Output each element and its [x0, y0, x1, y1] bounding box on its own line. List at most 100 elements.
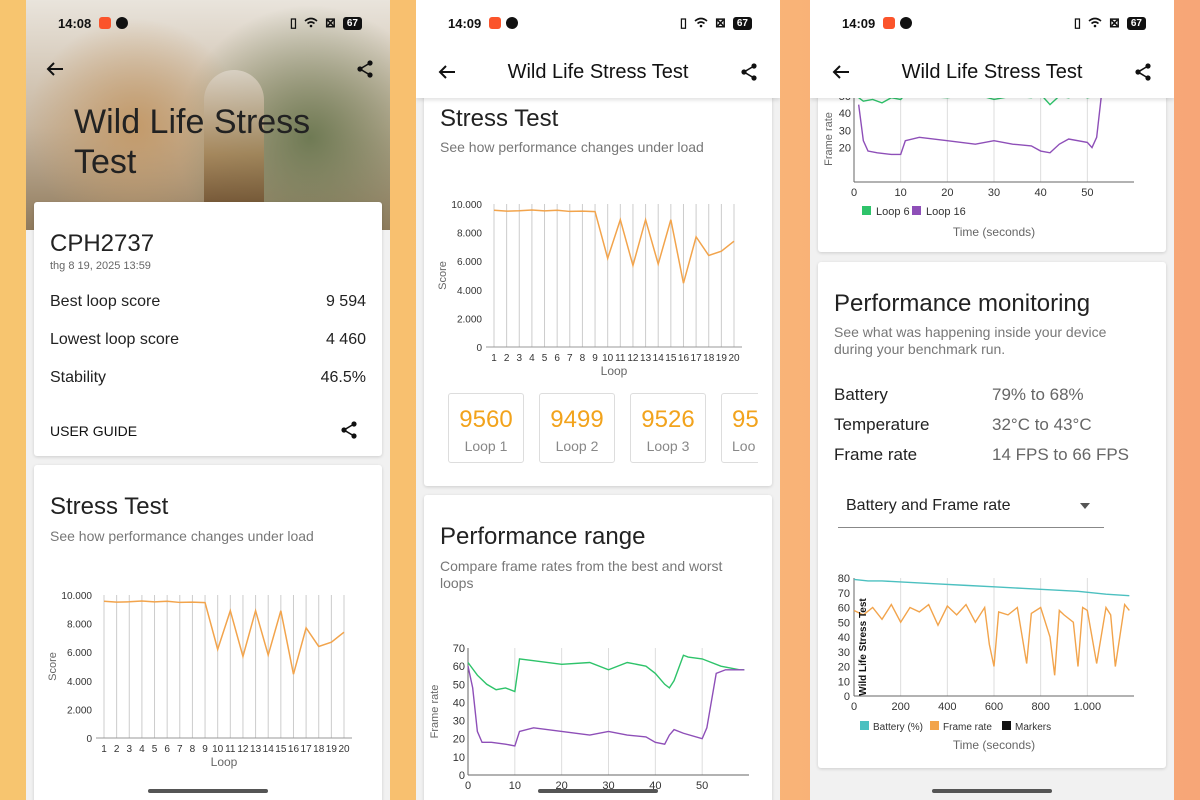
x-tick-label: 30: [988, 187, 1000, 199]
loop-score-item[interactable]: 9560 Loop 1: [448, 393, 524, 463]
phone-screen-1: Wild Life Stress Test 14:08 ▯ ⊠ 67 CPH27…: [26, 0, 390, 800]
loop-score: 9526: [641, 406, 695, 433]
loop-score: 95: [732, 406, 758, 433]
messenger-icon: [116, 17, 129, 29]
gesture-nav-handle: [932, 789, 1052, 793]
loop-score-item[interactable]: 9499 Loop 2: [539, 393, 615, 463]
result-summary-card: CPH2737 thg 8 19, 2025 13:59 Best loop s…: [34, 202, 382, 456]
status-bar: 14:09 ▯ ⊠ 67: [416, 0, 780, 46]
share-icon[interactable]: [1128, 57, 1158, 87]
x-tick-label: 10: [509, 780, 521, 790]
series-line-battery: [853, 578, 1130, 597]
x-axis-label: Loop: [601, 364, 628, 378]
x-tick-label: 2: [114, 744, 120, 755]
lowest-loop-row: Lowest loop score 4 460: [50, 331, 366, 349]
x-tick-label: 15: [275, 744, 287, 755]
legend-swatch: [860, 721, 869, 730]
share-icon[interactable]: [734, 57, 764, 87]
y-tick-label: 2.000: [67, 705, 92, 716]
legend-swatch: [1002, 721, 1011, 730]
brave-icon: [883, 17, 896, 29]
x-tick-label: 0: [465, 780, 471, 790]
section-title: Stress Test: [50, 493, 169, 520]
metric-dropdown[interactable]: Battery and Frame rate: [838, 484, 1104, 528]
wifi-icon: [694, 16, 708, 31]
section-subtitle: See what was happening inside your devic…: [834, 324, 1107, 357]
y-tick-label: 0: [844, 691, 850, 703]
battery-framerate-chart: 0 200 400 600 800 1.000 0 10 20 30 40 50 60 70 80 Wild …: [838, 573, 1134, 752]
x-tick-label: 19: [716, 353, 728, 364]
x-tick-label: 50: [696, 780, 708, 790]
y-tick-label: 0: [476, 343, 482, 354]
loop-score-item[interactable]: 9526 Loop 3: [630, 393, 706, 463]
kv-value: 79% to 68%: [992, 385, 1084, 404]
row-label: Lowest loop score: [50, 331, 179, 348]
share-icon[interactable]: [334, 415, 364, 445]
messenger-icon: [506, 17, 519, 29]
loop-score-item[interactable]: 95 Loo: [721, 393, 758, 463]
y-tick-label: 30: [453, 716, 465, 728]
series-line-loop6: [467, 654, 745, 693]
loop-label: Loop 1: [464, 438, 508, 454]
x-tick-label: 16: [678, 353, 690, 364]
y-tick-label: 40: [453, 697, 465, 709]
device-name: CPH2737: [50, 230, 155, 257]
x-tick-label: 16: [288, 744, 300, 755]
y-tick-label: 70: [838, 588, 850, 600]
dropdown-value: Battery and Frame rate: [846, 496, 1011, 514]
x-tick-label: 7: [177, 744, 183, 755]
user-guide-link[interactable]: USER GUIDE: [50, 423, 138, 439]
x-tick-label: 10: [602, 353, 614, 364]
y-axis-label: Wild Life Stress Test: [858, 598, 869, 696]
brave-icon: [489, 17, 502, 29]
y-tick-label: 70: [453, 643, 465, 655]
x-tick-label: 17: [691, 353, 703, 364]
messenger-icon: [900, 17, 913, 29]
loop-score-list[interactable]: 9560 Loop 1 9499 Loop 2 9526 Loop 3 95 L…: [448, 393, 758, 465]
y-tick-label: 20: [453, 734, 465, 746]
x-tick-label: 3: [516, 353, 522, 364]
x-axis-label: Time (seconds): [953, 738, 1035, 752]
best-loop-row: Best loop score 9 594: [50, 293, 366, 311]
vibrate-icon: ▯: [1073, 15, 1081, 30]
section-subtitle: Compare frame rates from the best and wo…: [440, 558, 723, 591]
back-arrow-icon[interactable]: [826, 57, 856, 87]
row-label: Best loop score: [50, 293, 161, 310]
y-tick-label: 80: [838, 573, 850, 585]
y-tick-label: 60: [453, 661, 465, 673]
series-line-score: [103, 600, 345, 675]
section-title: Performance range: [440, 523, 646, 550]
section-title: Performance monitoring: [834, 290, 1091, 317]
y-tick-label: 30: [839, 125, 851, 137]
loop-label: Loop 2: [555, 438, 599, 454]
wifi-icon: [1088, 16, 1102, 31]
x-tick-label: 1: [491, 353, 497, 364]
x-tick-label: 12: [237, 744, 249, 755]
y-axis-label: Frame rate: [823, 112, 835, 166]
back-arrow-icon[interactable]: [432, 57, 462, 87]
x-tick-label: 20: [941, 187, 953, 199]
y-tick-label: 10.000: [451, 200, 482, 211]
share-icon[interactable]: [350, 54, 380, 84]
legend-swatch: [930, 721, 939, 730]
x-tick-label: 40: [1035, 187, 1047, 199]
y-tick-label: 20: [839, 143, 851, 155]
x-tick-label: 800: [1031, 701, 1049, 713]
y-tick-label: 6.000: [457, 257, 482, 268]
x-tick-label: 600: [985, 701, 1003, 713]
app-bar: Wild Life Stress Test: [416, 46, 780, 98]
x-tick-label: 9: [592, 353, 598, 364]
y-tick-label: 8.000: [457, 229, 482, 240]
performance-range-card: Performance range Compare frame rates fr…: [424, 495, 772, 800]
x-tick-label: 12: [627, 353, 639, 364]
battery-icon: 67: [1126, 16, 1146, 30]
x-tick-label: 13: [640, 353, 652, 364]
row-value: 46.5%: [320, 369, 366, 386]
y-tick-label: 10: [838, 676, 850, 688]
back-arrow-icon[interactable]: [40, 54, 70, 84]
phone-screen-2: 14:09 ▯ ⊠ 67 Wild Life Stress Test Stres…: [416, 0, 780, 800]
wifi-icon: [304, 16, 318, 31]
y-tick-label: 40: [839, 108, 851, 120]
section-subtitle: See how performance changes under load: [50, 528, 314, 544]
